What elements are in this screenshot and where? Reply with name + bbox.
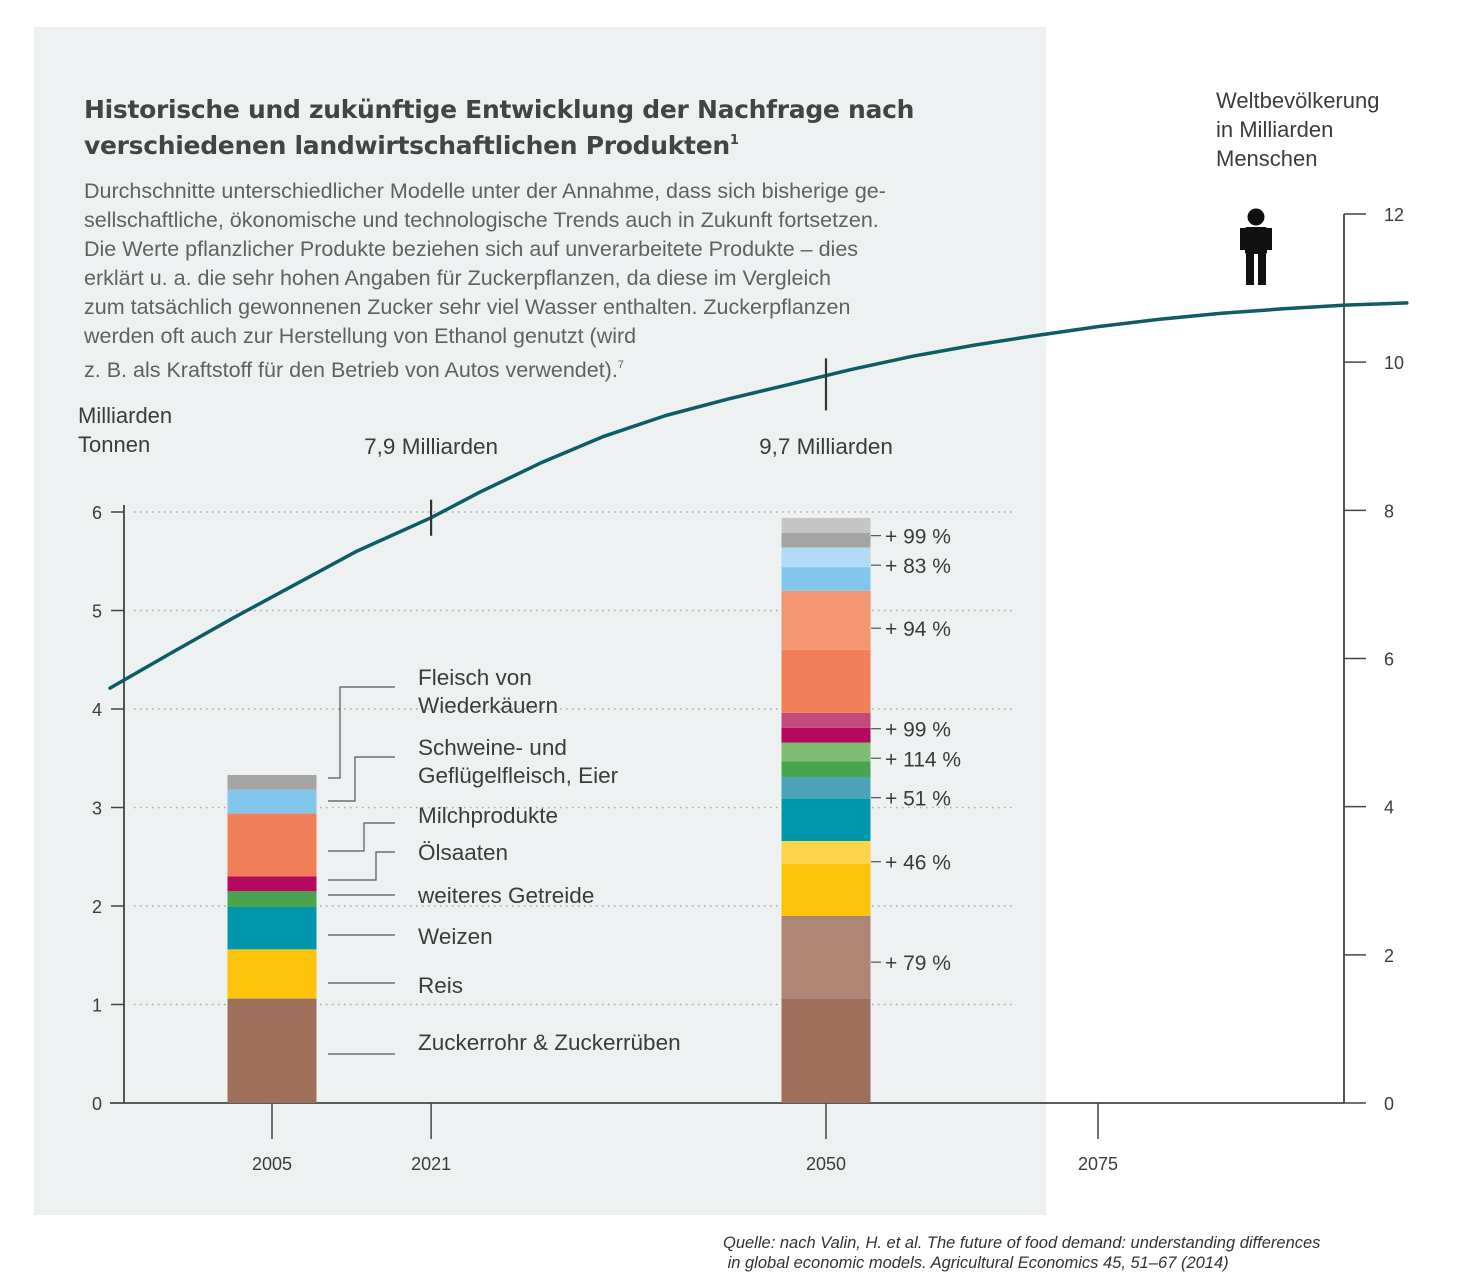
left-axis-label: Tonnen [78,432,150,457]
growth-label: + 83 % [885,555,951,578]
description-line: werden oft auch zur Herstellung von Etha… [84,324,637,348]
x-tick-label: 2075 [1078,1154,1118,1174]
growth-label: + 46 % [885,852,951,875]
description-line: z. B. als Kraftstoff für den Betrieb von… [84,358,618,382]
y-tick-label: 0 [92,1094,102,1114]
y-tick-label: 3 [92,799,102,819]
legend-leader-line [328,686,395,779]
legend-label: weiteres Getreide [417,883,594,908]
y-tick-label: 6 [92,503,102,523]
description-line: Durchschnitte unterschiedlicher Modelle … [84,179,886,203]
legend-label: Milchprodukte [418,803,558,828]
growth-label: + 79 % [885,952,951,975]
description-line: erklärt u. a. die sehr hohen Angaben für… [84,266,831,290]
population-line [108,301,1409,690]
chart-background-panel [34,27,1046,1215]
source-line: Quelle: nach Valin, H. et al. The future… [723,1234,1321,1252]
bar-segment [781,863,871,916]
right-axis-label: Menschen [1216,146,1318,171]
y-tick-label: 4 [92,700,102,720]
bar-segment [227,789,317,814]
bar-segment [781,712,871,728]
person-icon [1267,228,1272,250]
legend-label: Schweine- und [418,735,567,760]
legend-label: Zuckerrohr & Zuckerrüben [418,1030,681,1055]
bar-segment [781,590,871,650]
title-line-1: Historische und zukünftige Entwicklung d… [84,95,915,124]
right-tick-label: 0 [1384,1094,1394,1114]
growth-label: + 99 % [885,719,951,742]
legend-leader-line [328,756,395,802]
y-tick-label: 1 [92,996,102,1016]
person-icon [1258,252,1266,285]
x-tick-label: 2005 [252,1154,292,1174]
right-tick-label: 2 [1384,946,1394,966]
bar-segment [781,915,871,999]
bar-segment [781,567,871,591]
description-line: Die Werte pflanzlicher Produkte beziehen… [84,237,859,261]
legend-label: Weizen [418,924,493,949]
right-tick-label: 4 [1384,798,1394,818]
source-line: in global economic models. Agricultural … [723,1254,1229,1272]
title-line-2: verschiedenen landwirtschaftlichen Produ… [84,131,730,160]
source-citation: Quelle: nach Valin, H. et al. The future… [723,1233,1320,1273]
y-tick-label: 5 [92,602,102,622]
title-footnote-marker: 1 [729,133,739,148]
right-axis-label: Weltbevölkerung [1216,88,1379,113]
population-annotation: 9,7 Milliarden [759,434,893,459]
bar-segment [227,906,317,950]
left-axis-label: Milliarden [78,403,172,428]
chart-description: Durchschnitte unterschiedlicher Modelle … [84,177,886,385]
growth-label: + 99 % [885,526,951,549]
person-icon [1246,252,1254,285]
bar-segment [781,517,871,533]
bar-segment [781,776,871,799]
bar-segment [781,798,871,841]
legend-label: Ölsaaten [418,840,508,865]
legend-label: Fleisch von [418,665,532,690]
description-footnote-marker: 7 [617,359,624,371]
description-line: zum tatsächlich gewonnenen Zucker sehr v… [84,295,851,319]
growth-label: + 51 % [885,788,951,811]
bar-segment [781,840,871,864]
right-tick-label: 12 [1384,205,1404,225]
bar-segment [227,774,317,790]
legend-leader-line [328,822,395,852]
legend-label: Geflügelfleisch, Eier [418,763,619,788]
bar-segment [781,547,871,568]
population-annotation: 7,9 Milliarden [364,434,498,459]
description-line: sellschaftliche, ökonomische und technol… [84,208,879,232]
right-tick-label: 8 [1384,501,1394,521]
bar-segment [781,727,871,743]
bar-segment [227,998,317,1103]
bar-segment [227,813,317,877]
person-icon [1247,208,1265,226]
legend-label: Wiederkäuern [418,693,558,718]
bar-segment [781,532,871,548]
bar-segment [781,761,871,777]
person-icon [1240,228,1245,250]
right-tick-label: 10 [1384,353,1404,373]
right-tick-label: 6 [1384,650,1394,670]
growth-label: + 94 % [885,618,951,641]
legend-leader-line [328,851,395,881]
y-tick-label: 2 [92,897,102,917]
bar-segment [227,949,317,999]
bar-segment [227,891,317,907]
x-tick-label: 2021 [411,1154,451,1174]
right-axis-label: in Milliarden [1216,117,1333,142]
chart-title: Historische und zukünftige Entwicklung d… [84,94,984,161]
growth-label: + 114 % [885,748,961,771]
person-icon [1245,227,1267,254]
legend-label: Reis [418,973,463,998]
bar-segment [781,742,871,762]
x-tick-label: 2050 [806,1154,846,1174]
bar-segment [781,998,871,1103]
bar-segment [227,876,317,892]
bar-segment [781,649,871,713]
